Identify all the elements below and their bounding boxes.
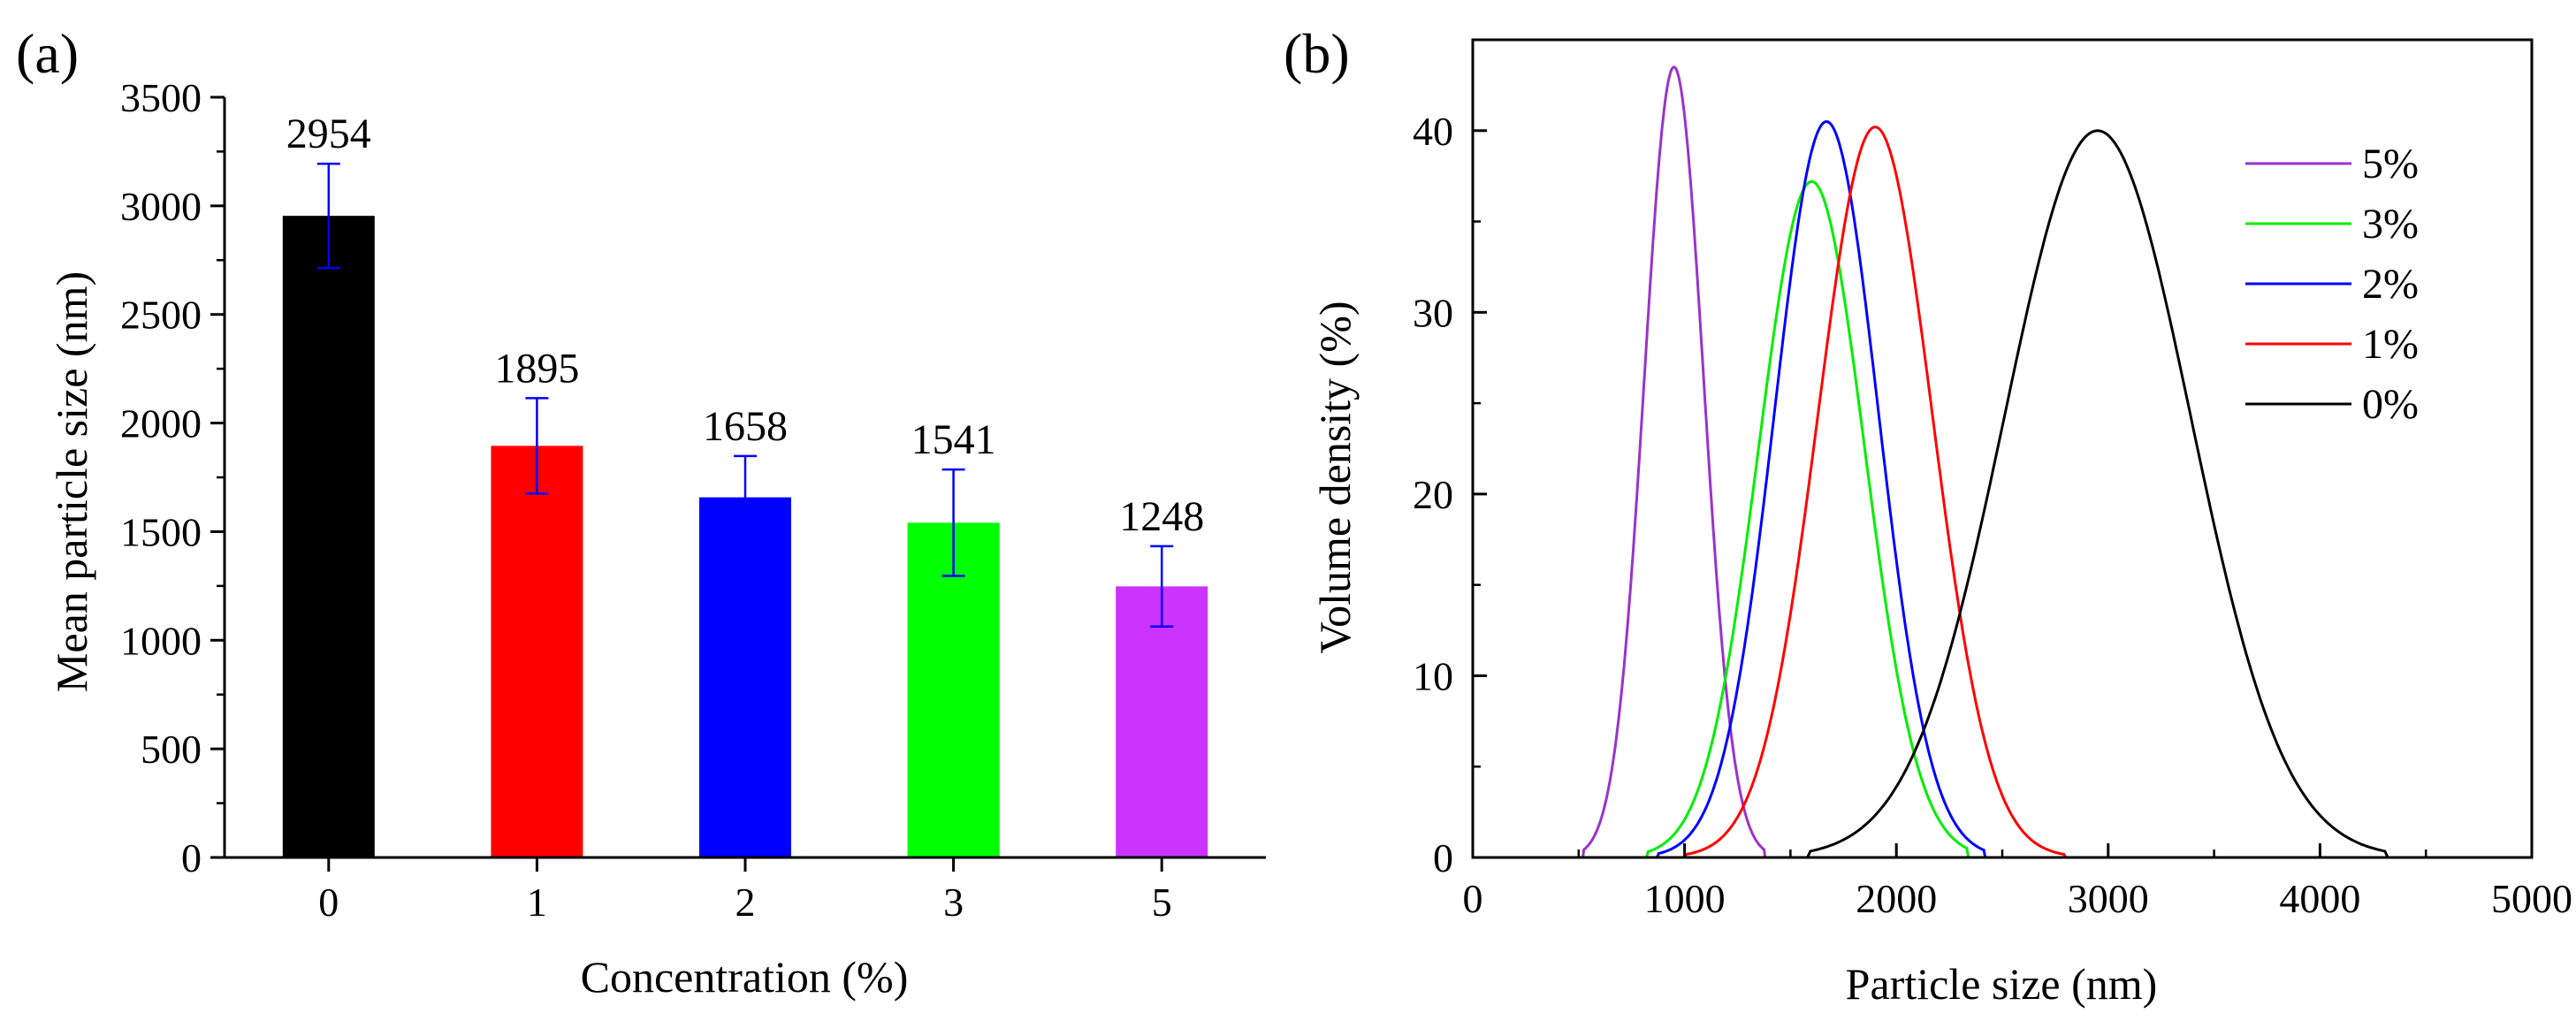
line-chart-panel-b: 0 10 20 30 40 0 1000 2000 3000 4000 5000 5% 3% 2% 1%…	[1310, 38, 2572, 1009]
y-tick-label-b: 0	[1433, 835, 1453, 880]
x-tick-label-b: 2000	[1856, 876, 1937, 921]
bar-0	[282, 216, 375, 857]
y-axis-title-a: Mean particle size (nm)	[47, 271, 96, 692]
y-tick-label-a: 1500	[120, 509, 202, 554]
x-ticks-b: 0 1000 2000 3000 4000 5000	[1463, 843, 2572, 921]
x-axis-title-b: Particle size (nm)	[1846, 959, 2158, 1009]
legend-label-1pct: 1%	[2362, 321, 2419, 368]
x-tick-label-a: 2	[735, 880, 756, 925]
y-tick-label-a: 3500	[120, 75, 202, 120]
y-tick-label-b: 40	[1413, 109, 1453, 154]
legend-label-0pct: 0%	[2362, 381, 2419, 428]
y-tick-label-b: 20	[1413, 472, 1453, 517]
curve-1pct	[1683, 126, 2068, 858]
y-tick-label-a: 2000	[120, 401, 202, 446]
x-ticks-a: 0 1 2 3 5	[318, 857, 1172, 925]
bar-2	[699, 497, 791, 857]
curve-0pct	[1806, 129, 2389, 858]
curve-2pct	[1656, 119, 1987, 858]
x-tick-label-b: 5000	[2491, 876, 2572, 921]
legend-label-2pct: 2%	[2362, 261, 2419, 308]
y-tick-label-a: 1000	[120, 618, 202, 663]
curve-5pct	[1581, 65, 1767, 858]
error-bar-group	[316, 162, 1174, 629]
bar-1	[491, 446, 583, 857]
data-label-group: 2954 1895 1658 1541 1248	[286, 110, 1204, 540]
panel-b-label: (b)	[1284, 22, 1350, 85]
x-tick-label-b: 1000	[1644, 876, 1726, 921]
y-tick-label-a: 3000	[120, 184, 202, 229]
x-tick-label-b: 0	[1463, 876, 1483, 921]
x-tick-label-b: 4000	[2279, 876, 2360, 921]
bar-group	[282, 216, 1208, 857]
data-label-1: 1895	[494, 345, 579, 392]
bar-3	[907, 522, 1000, 857]
data-label-5: 1248	[1119, 493, 1204, 540]
y-axis-title-b: Volume density (%)	[1310, 301, 1360, 653]
y-tick-label-a: 2500	[120, 293, 202, 338]
x-tick-label-a: 3	[943, 880, 964, 925]
legend: 5% 3% 2% 1% 0%	[2245, 141, 2419, 428]
legend-label-5pct: 5%	[2362, 141, 2419, 187]
x-axis-title-a: Concentration (%)	[581, 952, 909, 1002]
curve-3pct	[1645, 179, 1970, 858]
data-label-0: 2954	[286, 110, 371, 157]
legend-label-3pct: 3%	[2362, 201, 2419, 248]
y-tick-label-a: 500	[141, 727, 202, 772]
panel-a-label: (a)	[16, 22, 79, 85]
x-tick-label-a: 1	[527, 880, 547, 925]
y-tick-label-b: 10	[1413, 653, 1453, 698]
data-label-2: 1658	[703, 403, 788, 450]
x-tick-label-b: 3000	[2068, 876, 2149, 921]
y-tick-label-a: 0	[181, 835, 202, 880]
x-tick-label-a: 5	[1152, 880, 1172, 925]
data-label-3: 1541	[911, 416, 996, 463]
x-tick-label-a: 0	[318, 880, 339, 925]
y-ticks-b: 0 10 20 30 40	[1413, 109, 1487, 880]
bar-5	[1116, 586, 1208, 857]
curve-group	[1581, 65, 2389, 858]
y-ticks-a: 0 500 1000 1500 2000 2500 3000 3500	[120, 75, 225, 880]
y-tick-label-b: 30	[1413, 290, 1453, 335]
